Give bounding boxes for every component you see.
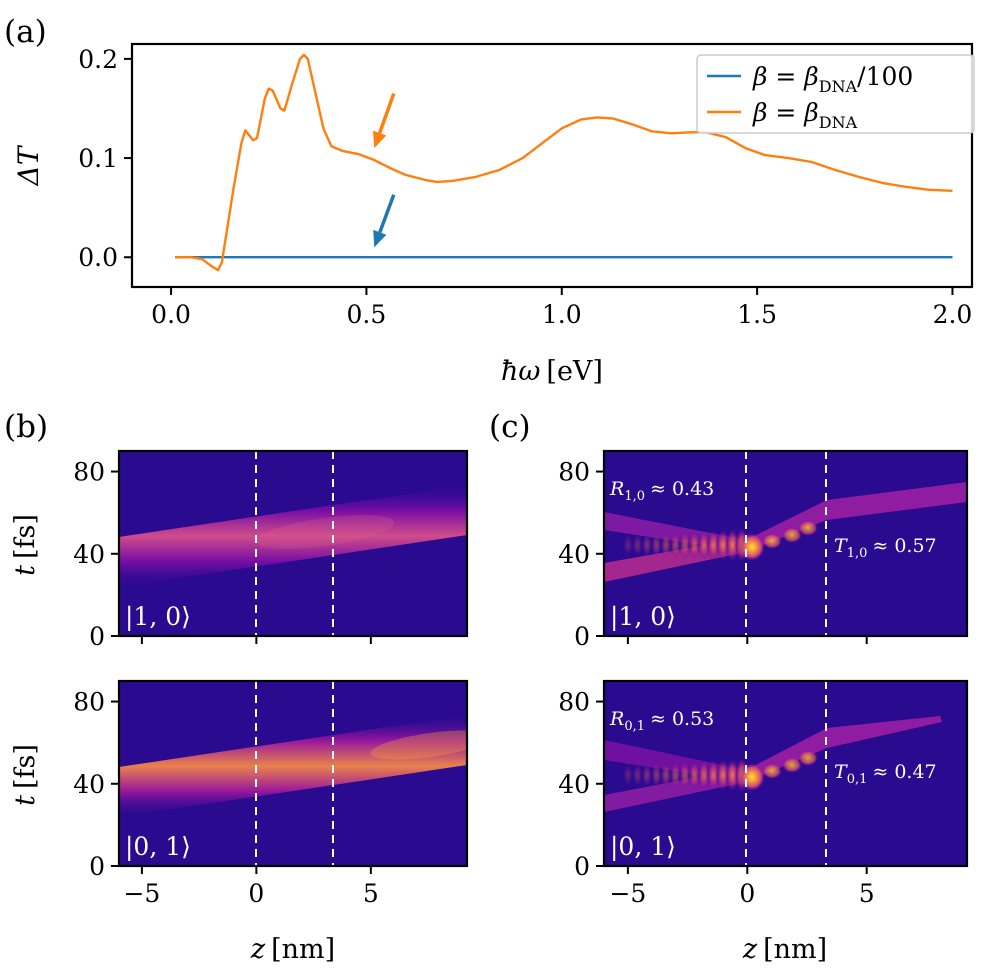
- panel-c1-ytick-label: 80: [558, 458, 590, 487]
- panel-c1-frame: [602, 449, 969, 638]
- panel-c2-transmission: T0,1 ≈ 0.47: [834, 761, 937, 787]
- panel-c2-slab-blob: [798, 750, 818, 766]
- panel-c2-slab-blob: [762, 763, 782, 779]
- panel-a-line-chart: 0.0 0.5 1.0 1.5 2.0 0.0 0.1 0.2 β = βDNA/100 β …: [12, 42, 975, 387]
- panel-c2-frame: [602, 679, 969, 868]
- panel-c2-fringe: [660, 762, 672, 788]
- panel-c2-reflection: R0,1 ≈ 0.53: [609, 708, 714, 734]
- panel-c2-fringe: [641, 763, 653, 787]
- panel-b2-state-label: |0, 1⟩: [125, 832, 191, 862]
- panel-a-series-2-line: [175, 53, 953, 272]
- panel-c2-fringe: [623, 764, 633, 786]
- panel-b2-frame: [117, 679, 469, 868]
- panel-c1-hotspot: [739, 533, 765, 561]
- legend-box: [696, 54, 975, 134]
- panel-a-xtick-label: 1.0: [542, 300, 582, 329]
- panel-b-heatmaps: |1, 0⟩ |0, 1⟩ 0 40 80 0 40 80 −5 0 5 z [nm] t[fs]…: [10, 449, 469, 965]
- panel-c1-state-label: |1, 0⟩: [610, 602, 676, 632]
- panel-c2-ytick-label: 0: [574, 852, 590, 881]
- panel-b1-state-label: |1, 0⟩: [125, 602, 191, 632]
- panel-b2-ytick-label: 80: [73, 688, 105, 717]
- legend-label-series-2: β = βDNA: [752, 98, 858, 132]
- panel-c1-fringe: [632, 533, 643, 557]
- panel-c1-fringe: [641, 533, 653, 557]
- panel-a-xtick-label: 2.0: [933, 300, 973, 329]
- panel-c1-transmitted-band: [746, 482, 967, 552]
- panel-c2-xtick-label: −5: [609, 879, 646, 908]
- panel-c2-ytick-label: 80: [558, 688, 590, 717]
- panel-b1-ytick-label: 80: [73, 458, 105, 487]
- panel-label-b: (b): [4, 409, 48, 445]
- panel-b2-wavepacket: [119, 715, 467, 817]
- panel-c-xlabel: z [nm]: [742, 934, 827, 965]
- panel-b1-ylabel: t[fs]: [10, 514, 41, 576]
- panel-a-xtick-label: 0.0: [151, 300, 191, 329]
- panel-a-ytick-label: 0.0: [78, 243, 118, 272]
- panel-a-xtick-label: 1.5: [737, 300, 777, 329]
- panel-c2-fringe: [651, 762, 662, 788]
- panel-a-xlabel: ħω [eV]: [501, 356, 603, 387]
- panel-a-legend: β = βDNA/100 β = βDNA: [696, 54, 975, 134]
- panel-a-arrow-1: [373, 93, 396, 149]
- panel-c2-ytick-label: 40: [558, 770, 590, 799]
- panel-c1-fringe: [651, 532, 662, 558]
- panel-c1-transmission: T1,0 ≈ 0.57: [834, 535, 937, 561]
- panel-b1-frame: [117, 449, 469, 638]
- panel-c2-fringe: [632, 763, 643, 787]
- panel-b1-wavepacket: [119, 485, 467, 587]
- panel-label-c: (c): [489, 409, 531, 445]
- panel-a-frame: [130, 42, 974, 289]
- panel-a-ylabel: ΔT: [12, 144, 45, 186]
- panel-a-ytick-label: 0.2: [78, 45, 118, 74]
- panel-c1-ytick-label: 0: [574, 622, 590, 651]
- panel-b1-ytick-label: 0: [89, 622, 105, 651]
- panel-c1-slab-blob: [762, 533, 782, 549]
- panel-c1-fringe: [623, 534, 633, 556]
- panel-c2-xtick-label: 5: [859, 879, 875, 908]
- panel-c2-transmitted-band: [746, 716, 942, 782]
- panel-c1-ytick-label: 40: [558, 540, 590, 569]
- panel-c1-slab-blob: [782, 527, 802, 543]
- panel-b2-xtick-label: 5: [363, 879, 379, 908]
- legend-label-series-1: β = βDNA/100: [752, 62, 913, 96]
- panel-c2-state-label: |0, 1⟩: [610, 832, 676, 862]
- panel-c1-reflection: R1,0 ≈ 0.43: [609, 478, 714, 504]
- panel-b2-ylabel: t[fs]: [10, 744, 41, 806]
- panel-b2-ytick-label: 40: [73, 770, 105, 799]
- panel-c1-fringe: [660, 532, 672, 558]
- panel-b2-peak: [370, 730, 467, 760]
- panel-b1-ytick-label: 40: [73, 540, 105, 569]
- panel-b2-ytick-label: 0: [89, 852, 105, 881]
- panel-c2-xtick-label: 0: [739, 879, 755, 908]
- panel-label-a: (a): [4, 14, 47, 50]
- panel-b-xlabel: z [nm]: [250, 934, 335, 965]
- panel-c2-slab-blob: [782, 757, 802, 773]
- panel-b2-xtick-label: −5: [123, 879, 160, 908]
- panel-a-arrow-2: [373, 194, 396, 248]
- panel-a-ytick-label: 0.1: [78, 144, 118, 173]
- panel-c1-slab-blob: [798, 520, 818, 536]
- panel-c-heatmaps: R1,0 ≈ 0.43 T1,0 ≈ 0.57 |1, 0⟩ R0,1 ≈ 0.53 …: [558, 449, 969, 965]
- panel-b2-xtick-label: 0: [248, 879, 264, 908]
- panel-a-xtick-label: 0.5: [347, 300, 387, 329]
- panel-b1-peak: [255, 515, 395, 549]
- panel-c2-hotspot: [739, 763, 765, 791]
